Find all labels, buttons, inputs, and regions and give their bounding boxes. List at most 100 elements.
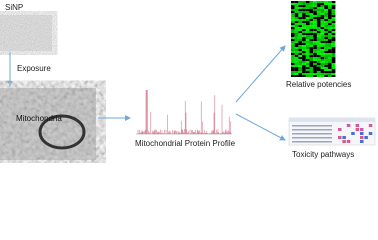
- heatmap-cell: [331, 69, 336, 71]
- heatmap-cell: [302, 59, 306, 61]
- sinp-label: SiNP: [5, 3, 23, 12]
- page: SiNP Exposure Mitochondria Mitochondrial…: [0, 1, 376, 160]
- heatmap-cell: [298, 5, 303, 7]
- heatmap-cell: [313, 53, 317, 55]
- heatmap-cell: [294, 29, 299, 31]
- heatmap-cell: [309, 45, 314, 47]
- heatmap-cell: [294, 45, 299, 47]
- em-organelle: [38, 114, 86, 150]
- heatmap-cell: [320, 15, 325, 17]
- heatmap-cell: [331, 17, 336, 19]
- heatmap-cell: [313, 15, 317, 17]
- heatmap-cell: [302, 71, 306, 73]
- heatmap-cell: [320, 19, 325, 21]
- heatmap-cell: [316, 11, 321, 13]
- heatmap-cell: [328, 57, 332, 59]
- heatmap-cell: [324, 41, 328, 43]
- heatmap-cell: [302, 69, 306, 71]
- heatmap-cell: [328, 7, 332, 9]
- heatmap-cell: [316, 75, 321, 77]
- heatmap-cell: [328, 27, 332, 29]
- heatmap-cell: [302, 47, 306, 49]
- heatmap-cell: [305, 33, 310, 35]
- heatmap-cell: [298, 23, 303, 25]
- heatmap-cell: [324, 67, 328, 69]
- heatmap-cell: [324, 1, 328, 3]
- heatmap-cell: [291, 17, 295, 19]
- potencies-label: Relative potencies: [286, 80, 351, 89]
- heatmap-cell: [328, 73, 332, 75]
- heatmap: [291, 1, 336, 77]
- heatmap-cell: [305, 45, 310, 47]
- heatmap-cell: [294, 71, 299, 73]
- heatmap-cell: [298, 69, 303, 71]
- heatmap-cell: [298, 33, 303, 35]
- heatmap-cell: [302, 35, 306, 37]
- heatmap-cell: [320, 37, 325, 39]
- heatmap-cell: [324, 69, 328, 71]
- heatmap-cell: [305, 35, 310, 37]
- heatmap-cell: [328, 9, 332, 11]
- heatmap-cell: [320, 23, 325, 25]
- heatmap-cell: [316, 9, 321, 11]
- heatmap-cell: [328, 39, 332, 41]
- heatmap-cell: [309, 53, 314, 55]
- heatmap-cell: [298, 43, 303, 45]
- heatmap-cell: [320, 53, 325, 55]
- pathway-cell: [355, 128, 360, 131]
- heatmap-cell: [294, 39, 299, 41]
- heatmap-cell: [294, 43, 299, 45]
- heatmap-cell: [302, 65, 306, 67]
- heatmap-cell: [309, 15, 314, 17]
- heatmap-cell: [316, 47, 321, 49]
- heatmap-cell: [298, 17, 303, 19]
- diagram: SiNP Exposure Mitochondria Mitochondrial…: [0, 1, 376, 160]
- heatmap-cell: [298, 35, 303, 37]
- heatmap-cell: [294, 5, 299, 7]
- heatmap-cell: [331, 21, 336, 23]
- heatmap-cell: [320, 73, 325, 75]
- heatmap-cell: [291, 37, 295, 39]
- heatmap-cell: [331, 73, 336, 75]
- heatmap-cell: [313, 45, 317, 47]
- heatmap-cell: [320, 7, 325, 9]
- heatmap-cell: [302, 49, 306, 51]
- heatmap-cell: [294, 37, 299, 39]
- heatmap-cell: [313, 9, 317, 11]
- heatmap-cell: [320, 5, 325, 7]
- heatmap-cell: [328, 13, 332, 15]
- toxicity-label: Toxicity pathways: [292, 150, 354, 159]
- heatmap-cell: [331, 63, 336, 65]
- heatmap-cell: [331, 27, 336, 29]
- heatmap-cell: [331, 67, 336, 69]
- heatmap-cell: [302, 67, 306, 69]
- heatmap-cell: [302, 7, 306, 9]
- pathway-cell: [342, 136, 346, 139]
- heatmap-cell: [324, 43, 328, 45]
- pathway-cell: [338, 128, 342, 131]
- heatmap-cell: [302, 37, 306, 39]
- heatmap-cell: [324, 15, 328, 17]
- heatmap-cell: [298, 47, 303, 49]
- heatmap-cell: [291, 9, 295, 11]
- heatmap-cell: [313, 49, 317, 51]
- heatmap-cell: [291, 57, 295, 59]
- heatmap-cell: [313, 55, 317, 57]
- heatmap-cell: [302, 27, 306, 29]
- heatmap-cell: [313, 75, 317, 77]
- heatmap-cell: [331, 31, 336, 33]
- heatmap-cell: [302, 31, 306, 33]
- heatmap-cell: [305, 1, 310, 3]
- heatmap-cell: [291, 61, 295, 63]
- heatmap-cell: [302, 55, 306, 57]
- pathway-cell: [360, 128, 364, 131]
- heatmap-cell: [328, 29, 332, 31]
- heatmap-cell: [302, 75, 306, 77]
- heatmap-cell: [294, 51, 299, 53]
- heatmap-cell: [291, 69, 295, 71]
- heatmap-cell: [291, 23, 295, 25]
- heatmap-cell: [313, 61, 317, 63]
- heatmap-cell: [294, 23, 299, 25]
- heatmap-cell: [298, 39, 303, 41]
- heatmap-cell: [316, 3, 321, 5]
